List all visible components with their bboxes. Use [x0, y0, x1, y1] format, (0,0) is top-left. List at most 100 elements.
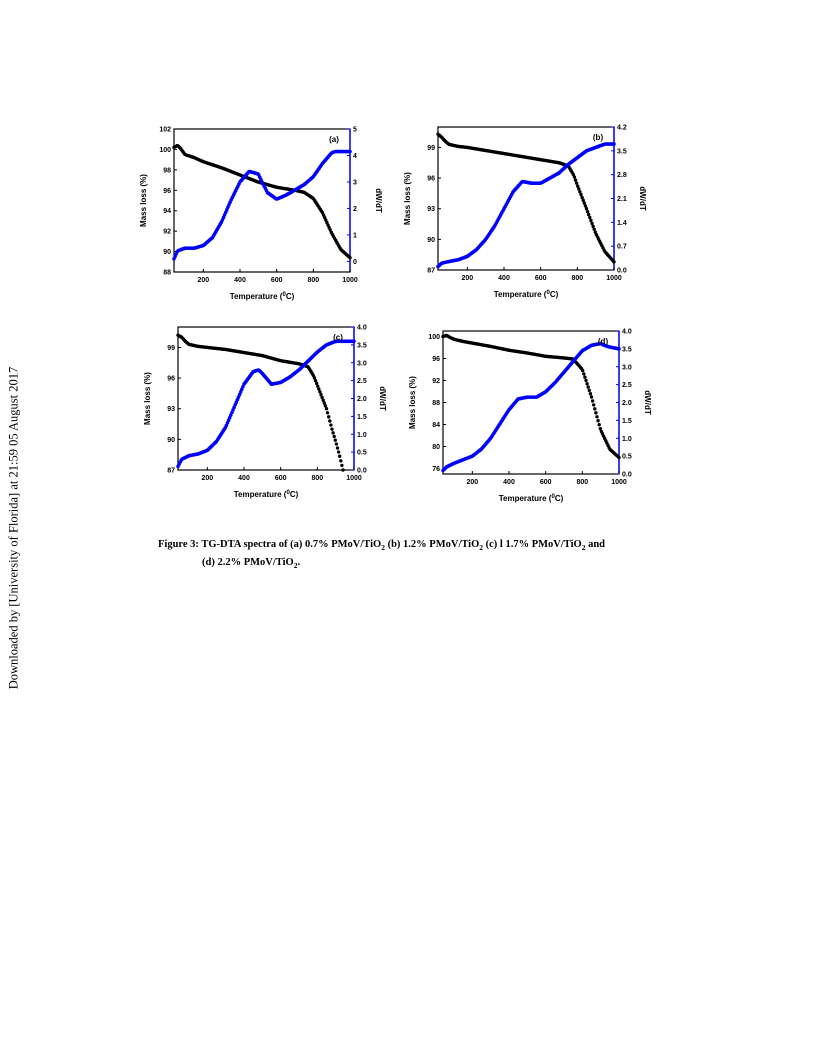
mass-loss-point-d [586, 385, 590, 389]
y2-tick-label-c: 1.5 [357, 414, 367, 421]
x-tick-label-c: 1000 [346, 475, 362, 482]
mass-loss-point-c [328, 419, 332, 423]
y-tick-label-d: 100 [428, 334, 440, 341]
mass-loss-point-b [585, 209, 590, 214]
mass-loss-point-c [341, 468, 345, 472]
y-tick-label-a: 100 [159, 147, 171, 154]
caption-text: (b) 1.2% PMoV/TiO [384, 539, 480, 550]
x-tick-label-d: 200 [466, 479, 478, 486]
mass-loss-point-d [594, 411, 598, 415]
chart-d-svg: 200 400 600 800 1000 76 80 84 88 92 96 100 0.0 0.5 1.0… [408, 329, 652, 504]
y2-tick-label-b: 3.5 [617, 148, 627, 155]
y-tick-label-c: 99 [167, 345, 175, 352]
mass-loss-point-c [316, 384, 320, 388]
y-axis-label-c: Mass loss (%) [143, 372, 152, 425]
x-axis-label-text-a: C) [286, 292, 295, 301]
dtg-series-d [441, 341, 621, 473]
y-tick-label-d: 84 [432, 422, 440, 429]
y2-tick-label-d: 3.0 [622, 364, 632, 371]
x-tick-label-d: 600 [540, 479, 552, 486]
x-tick-label-a: 400 [234, 277, 246, 284]
mass-loss-point-c [340, 463, 344, 468]
dtg-series-b [436, 142, 616, 269]
mass-loss-point-c [333, 438, 337, 442]
y-axis-label-a: Mass loss (%) [139, 174, 148, 227]
y2-tick-label-b: 2.8 [617, 172, 627, 179]
x-tick-label-a: 1000 [342, 277, 358, 284]
panel-label-c: (c) [333, 333, 343, 342]
x-tick-label-b: 800 [571, 275, 583, 282]
y2-tick-label-c: 4.0 [357, 325, 367, 332]
mass-loss-series-a [172, 143, 352, 260]
mass-loss-point-c [312, 376, 317, 380]
chart-panel-c: 200 400 600 800 1000 87 90 93 96 99 0.0 0.5 1.0 1.5 2.… [140, 318, 387, 512]
y2-axis-label-c: dW/dT [378, 386, 387, 411]
y-tick-label-a: 88 [163, 270, 171, 277]
y2-tick-label-a: 2 [353, 206, 357, 213]
y-tick-label-a: 96 [163, 188, 171, 195]
mass-loss-point-b [571, 172, 575, 177]
dtg-point-a [348, 149, 352, 154]
mass-loss-point-b [587, 212, 591, 217]
x-axis-label-text-b: C) [550, 290, 559, 299]
caption-line-2: (d) 2.2% PMoV/TiO2. [158, 555, 678, 573]
x-axis-label-sup-c: 0 [286, 490, 290, 496]
mass-loss-point-c [334, 442, 339, 446]
y2-axis-label-d: dW/dT [643, 390, 652, 415]
mass-loss-point-b [579, 192, 583, 197]
mass-loss-point-c [330, 427, 334, 431]
mass-loss-point-c [314, 381, 319, 386]
x-tick-label-d: 1000 [611, 479, 627, 486]
x-axis-label-sup-a: 0 [282, 292, 286, 298]
plot-frame-a [173, 128, 351, 273]
mass-loss-series-d [441, 333, 621, 460]
y2-axis-label-b: dW/dT [638, 186, 647, 211]
mass-loss-series-c [176, 333, 345, 472]
mass-loss-point-d [583, 375, 587, 379]
mass-loss-point-b [592, 227, 596, 232]
chart-panel-a: 200 400 600 800 1000 88 90 92 94 96 98 100 102 0 1 2 3 4 5… [136, 120, 383, 310]
mass-loss-point-b [580, 195, 584, 200]
mass-loss-point-d [597, 423, 601, 427]
y-tick-label-c: 87 [167, 468, 175, 475]
x-axis-label-d: Temperature (0C) [499, 494, 564, 503]
y-tick-label-b: 96 [427, 176, 435, 183]
y2-tick-label-a: 5 [353, 127, 357, 134]
x-tick-label-c: 600 [275, 475, 287, 482]
mass-loss-point-d [595, 415, 599, 419]
y2-tick-label-d: 4.0 [622, 329, 632, 336]
mass-loss-point-d [584, 378, 588, 383]
panel-label-b: (b) [593, 133, 604, 142]
x-tick-label-b: 200 [461, 275, 473, 282]
mass-loss-point-b [581, 198, 585, 202]
dtg-series-c [176, 339, 356, 469]
y-tick-label-a: 92 [163, 229, 171, 236]
y2-tick-label-b: 4.2 [617, 125, 627, 132]
y2-tick-label-a: 4 [353, 153, 357, 160]
y2-tick-label-c: 3.5 [357, 342, 367, 349]
caption-text: and [585, 539, 605, 550]
download-watermark-text: Downloaded by [University of Florida] at… [6, 366, 21, 690]
y2-tick-label-d: 1.5 [622, 418, 632, 425]
dtg-point-b [612, 142, 616, 146]
y2-tick-label-b: 2.1 [617, 196, 627, 203]
y-tick-label-c: 93 [167, 406, 175, 413]
panel-label-a: (a) [329, 135, 339, 144]
y2-tick-label-c: 2.5 [357, 378, 367, 385]
mass-loss-point-b [583, 204, 588, 208]
caption-text: . [297, 557, 301, 569]
caption-line-1: Figure 3: TG-DTA spectra of (a) 0.7% PMo… [158, 537, 678, 555]
x-tick-label-a: 200 [197, 277, 209, 284]
chart-b-svg: 200 400 600 800 1000 87 90 93 96 99 0.0 0.7 1.4 2.1 2.… [403, 125, 647, 300]
y2-tick-label-d: 2.0 [622, 400, 632, 407]
mass-loss-point-c [331, 431, 335, 435]
mass-loss-point-b [582, 201, 586, 205]
y2-tick-label-d: 1.0 [622, 436, 632, 443]
figure-caption: Figure 3: TG-DTA spectra of (a) 0.7% PMo… [158, 537, 678, 573]
y-tick-label-c: 90 [167, 437, 175, 444]
y2-tick-label-b: 0.7 [617, 244, 627, 251]
y2-tick-label-c: 0.0 [357, 468, 367, 475]
y2-axis-label-a: dW/dT [374, 188, 383, 213]
x-tick-label-b: 600 [535, 275, 547, 282]
mass-loss-point-c [327, 415, 331, 419]
